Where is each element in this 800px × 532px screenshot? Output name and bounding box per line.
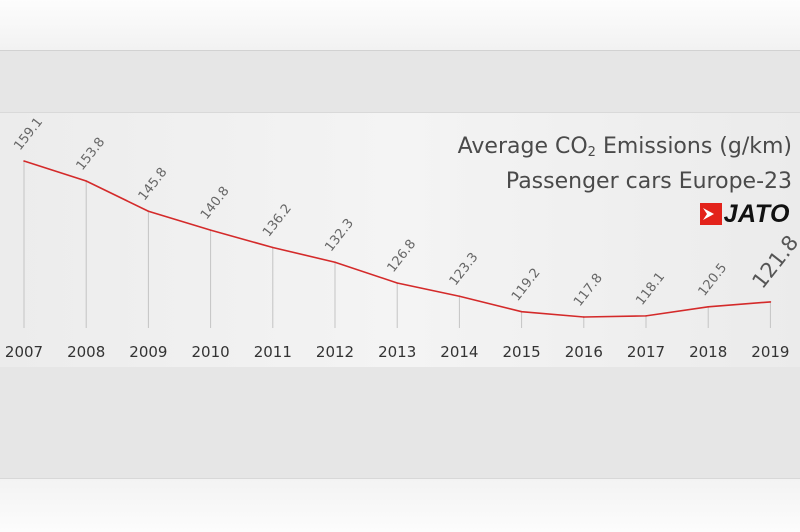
data-point-2010 [209,229,212,231]
data-point-2017 [645,315,647,317]
x-tick-label-2018: 2018 [689,343,727,361]
bottom-band [0,478,800,532]
value-label-2013: 126.8 [385,237,420,276]
value-label-2017: 118.1 [633,270,668,309]
x-tick-label-2014: 2014 [440,343,478,361]
data-point-2011 [272,246,274,249]
value-label-2018: 120.5 [696,261,731,300]
value-label-2008: 153.8 [74,135,109,174]
x-tick-label-2008: 2008 [67,343,105,361]
data-point-2008 [85,180,87,182]
jato-logo-icon [699,203,722,225]
x-tick-label-2019: 2019 [751,343,789,361]
value-label-2010: 140.8 [198,184,233,223]
data-point-2014 [458,295,461,298]
data-point-2018 [707,306,709,308]
top-band [0,0,800,51]
title-line-1: Average CO2 Emissions (g/km) [458,132,792,167]
data-point-2012 [334,261,336,264]
data-point-2019 [769,301,772,303]
value-label-2012: 132.3 [322,216,357,255]
x-tick-label-2011: 2011 [254,343,292,361]
x-tick-label-2017: 2017 [627,343,665,361]
chart-subtitle: Passenger cars Europe-23 [505,169,792,194]
title-suffix: Emissions (g/km) [595,134,792,159]
jato-logo: JATO [699,199,790,228]
x-tick-label-2007: 2007 [5,343,43,361]
value-label-2015: 119.2 [509,266,544,305]
data-point-2013 [396,282,399,284]
x-tick-label-2013: 2013 [378,343,416,361]
brand-name: JATO [723,199,790,228]
data-point-2016 [583,316,585,318]
x-tick-label-2012: 2012 [316,343,354,361]
title-prefix: Average CO [457,134,588,159]
title-subscript: 2 [587,145,596,160]
chart-title: Average CO2 Emissions (g/km) Passenger c… [458,132,792,196]
x-tick-label-2010: 2010 [192,343,230,361]
x-tick-label-2015: 2015 [503,343,541,361]
value-label-2014: 123.3 [447,250,482,289]
data-point-2015 [520,310,523,313]
value-label-2009: 145.8 [136,165,171,204]
data-point-2009 [147,210,150,213]
x-tick-label-2009: 2009 [129,343,167,361]
value-label-2016: 117.8 [571,271,606,310]
value-label-2007: 159.1 [11,115,46,154]
value-label-2019: 121.8 [747,231,800,293]
x-tick-label-2016: 2016 [565,343,603,361]
data-point-2007 [23,160,25,162]
value-label-2011: 136.2 [260,201,295,240]
chart-panel [0,112,800,367]
